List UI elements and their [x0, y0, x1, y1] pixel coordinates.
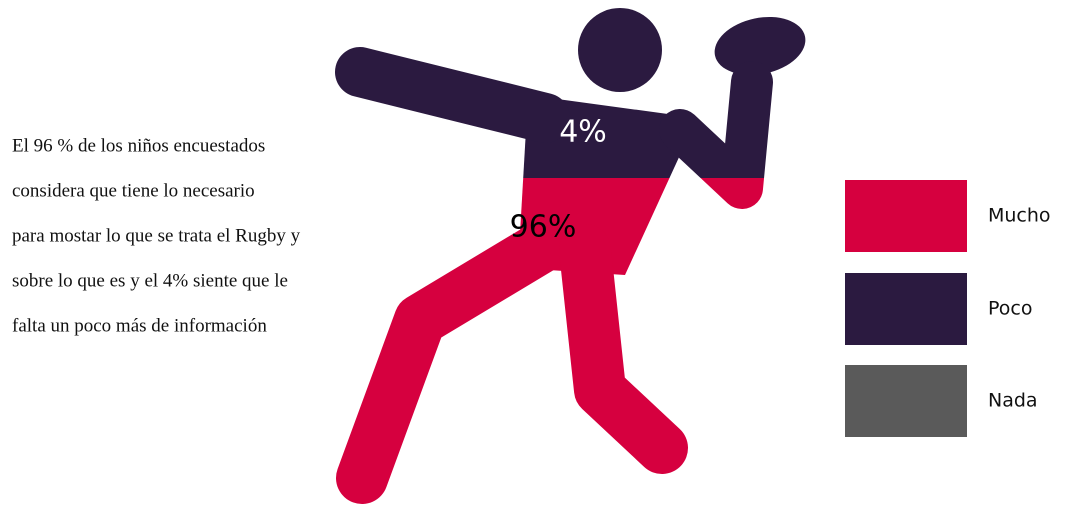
- legend-label: Poco: [988, 298, 1032, 320]
- annotation-line: para mostar lo que se trata el Rugby y: [12, 225, 301, 246]
- legend-label: Nada: [988, 390, 1038, 412]
- annotation-line: El 96 % de los niños encuestados: [12, 135, 265, 156]
- pictogram: 4% 96%: [360, 8, 811, 478]
- annotation: El 96 % de los niños encuestados consider…: [12, 135, 301, 336]
- legend-swatch: [845, 180, 967, 252]
- value-label: 4%: [559, 114, 607, 149]
- value-label: 96%: [510, 209, 577, 244]
- annotation-line: sobre lo que es y el 4% siente que le: [12, 270, 288, 291]
- legend-swatch: [845, 365, 967, 437]
- legend: Mucho Poco Nada: [845, 180, 1051, 437]
- annotation-line: considera que tiene lo necesario: [12, 180, 255, 201]
- legend-label: Mucho: [988, 205, 1051, 227]
- annotation-line: falta un poco más de información: [12, 315, 267, 336]
- legend-swatch: [845, 273, 967, 345]
